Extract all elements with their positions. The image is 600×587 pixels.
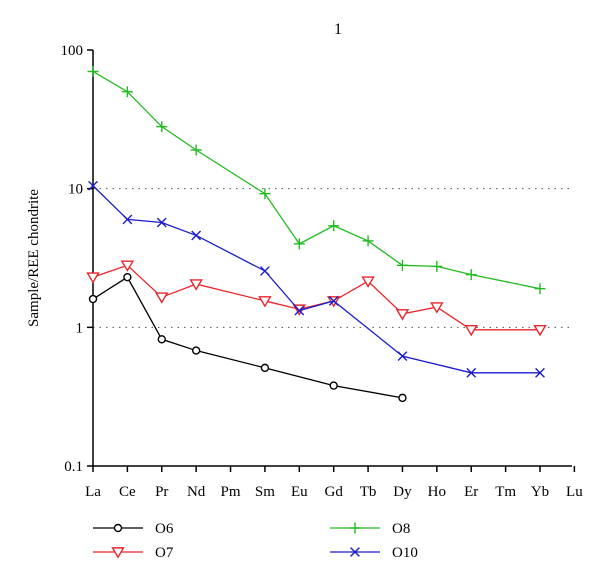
data-point [258,296,272,308]
series-o7 [86,260,547,337]
series-o10 [88,180,545,378]
x-tick-label: Pr [155,484,168,500]
data-point [395,309,410,321]
data-point [156,217,167,228]
data-point [157,335,166,344]
y-tick-label: 0.1 [64,459,83,475]
data-point [122,214,133,225]
x-tick-label: Ho [428,484,446,500]
chart-title: 1 [334,21,342,38]
legend-marker [350,547,360,557]
x-tick-label: Dy [393,484,412,500]
legend-item-o7: O7 [93,545,174,561]
legend-marker [113,523,123,533]
series-line [92,185,540,374]
legend-label: O7 [155,545,174,561]
data-point [156,121,168,133]
legend-item-o6: O6 [93,521,174,537]
data-point [535,367,545,378]
x-tick-label: Nd [187,484,206,500]
grid-lines [93,188,572,328]
legend: O6 O7 O8 O10 [93,521,418,561]
y-tick-label: 10 [68,182,83,198]
data-point [431,260,443,272]
series-o6 [88,272,407,403]
y-axis-title: Sample/REE chondrite [26,189,42,327]
axes: 0.1 1 10 100 La Ce Pr Nd Pm Sm Eu Gd Tb Dy Ho Er Tm Yb Lu [61,43,584,500]
x-tick-label: Yb [531,484,549,500]
data-point [328,220,340,232]
data-point [361,276,375,288]
x-tick-label: Tb [360,484,377,500]
legend-item-o8: O8 [330,521,410,537]
data-point [362,235,374,247]
y-tick-label: 100 [61,43,84,59]
x-tick-label: Eu [291,484,308,500]
legend-marker [111,547,125,559]
series-o8 [87,65,546,295]
data-point [120,260,135,272]
data-point [121,86,133,98]
data-point [88,294,98,304]
data-point [155,292,169,304]
data-point [190,144,202,156]
data-point [294,305,305,316]
x-tick-label: Lu [566,484,583,500]
series-line [92,276,403,399]
data-point [398,393,407,403]
data-point [465,269,477,281]
legend-label: O6 [155,521,174,537]
data-point [86,272,100,284]
data-point [260,266,270,276]
data-point [396,259,408,271]
data-point [430,302,444,314]
data-point [464,324,478,337]
x-tick-label: La [85,484,101,500]
data-point [293,238,305,250]
data-point [397,351,408,362]
data-point [189,279,203,291]
legend-label: O10 [392,545,418,561]
y-tick-label: 1 [76,320,84,336]
x-tick-label: Er [464,484,478,500]
series-layer [86,65,547,403]
data-point [87,65,99,77]
series-line [92,70,541,290]
data-point [260,363,270,373]
data-point [328,296,339,306]
data-point [123,272,132,282]
data-point [191,230,202,241]
data-point [329,381,338,390]
legend-label: O8 [392,521,410,537]
legend-marker [349,522,361,534]
data-point [88,180,98,191]
x-tick-label: Pm [221,484,241,500]
x-tick-label: Gd [325,484,344,500]
legend-item-o10: O10 [330,545,418,561]
data-point [191,346,201,355]
data-point [466,367,477,378]
x-tick-label: Ce [119,484,136,500]
x-tick-label: Sm [255,484,275,500]
data-point [534,283,546,295]
data-point [533,324,547,337]
series-line [92,264,540,331]
data-point [259,188,271,200]
x-tick-label: Tm [495,484,516,500]
